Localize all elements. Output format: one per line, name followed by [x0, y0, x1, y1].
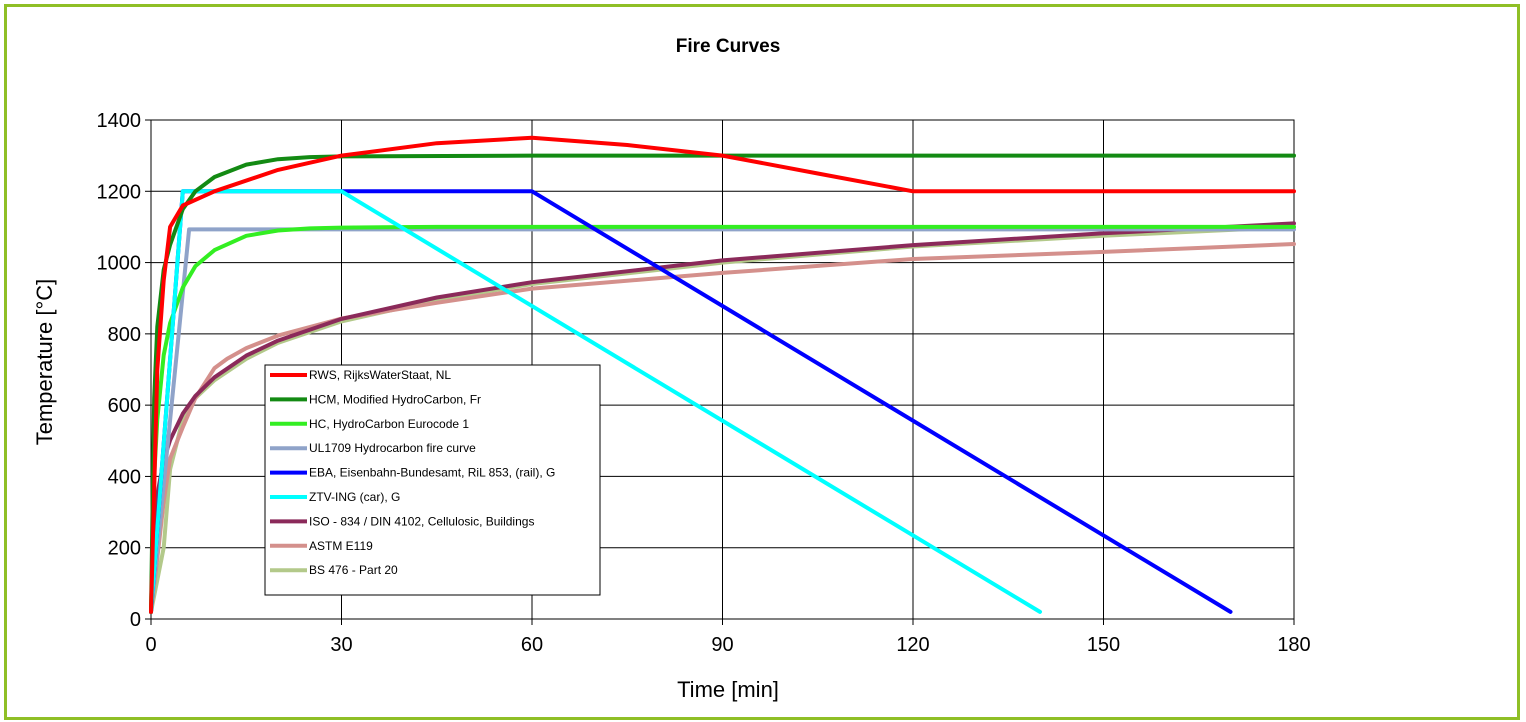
y-tick-label: 200 — [108, 538, 141, 560]
chart-title: Fire Curves — [676, 36, 781, 57]
x-tick-label: 30 — [330, 634, 352, 656]
y-tick-label: 1200 — [97, 181, 142, 203]
legend-label: ZTV-ING (car), G — [309, 490, 400, 504]
legend-box — [264, 364, 601, 596]
x-tick-label: 0 — [145, 634, 156, 656]
legend-label: BS 476 - Part 20 — [309, 563, 398, 577]
y-tick-label: 600 — [108, 395, 141, 417]
series-line-0 — [149, 135, 1296, 614]
y-tick-label: 400 — [108, 466, 141, 488]
legend-label: UL1709 Hydrocarbon fire curve — [309, 441, 476, 455]
legend-label: ASTM E119 — [309, 539, 373, 553]
y-tick-label: 0 — [130, 609, 141, 631]
x-tick-label: 90 — [711, 634, 733, 656]
series-line-2 — [149, 224, 1296, 614]
x-tick-label: 120 — [896, 634, 929, 656]
x-tick-label: 180 — [1277, 634, 1310, 656]
legend-label: HCM, Modified HydroCarbon, Fr — [309, 392, 481, 406]
y-axis-label: Temperature [°C] — [32, 279, 57, 446]
legend-label: ISO - 834 / DIN 4102, Cellulosic, Buildi… — [309, 514, 534, 528]
legend-label: HC, HydroCarbon Eurocode 1 — [309, 417, 469, 431]
x-tick-label: 150 — [1087, 634, 1120, 656]
legend: RWS, RijksWaterStaat, NL HCM, Modified Hy… — [264, 364, 601, 596]
chart-frame: Fire Curves 0 200 400 600 800 1000 1200 1400 0 30… — [4, 4, 1520, 720]
fire-curves-chart: Fire Curves 0 200 400 600 800 1000 1200 1400 0 30… — [32, 36, 1311, 702]
x-tick-label: 60 — [521, 634, 543, 656]
axis-ticks: 0 200 400 600 800 1000 1200 1400 0 30 60 90 120 150 18… — [97, 110, 1311, 656]
series-line-7 — [149, 242, 1296, 614]
series-line-3 — [149, 227, 1296, 614]
x-axis-label: Time [min] — [677, 677, 779, 702]
legend-label: EBA, Eisenbahn-Bundesamt, RiL 853, (rail… — [309, 466, 555, 480]
series-lines — [149, 135, 1296, 614]
y-tick-label: 800 — [108, 324, 141, 346]
y-tick-label: 1400 — [97, 110, 142, 132]
y-tick-label: 1000 — [97, 253, 142, 275]
legend-label: RWS, RijksWaterStaat, NL — [309, 368, 451, 382]
series-line-5 — [149, 189, 1042, 614]
